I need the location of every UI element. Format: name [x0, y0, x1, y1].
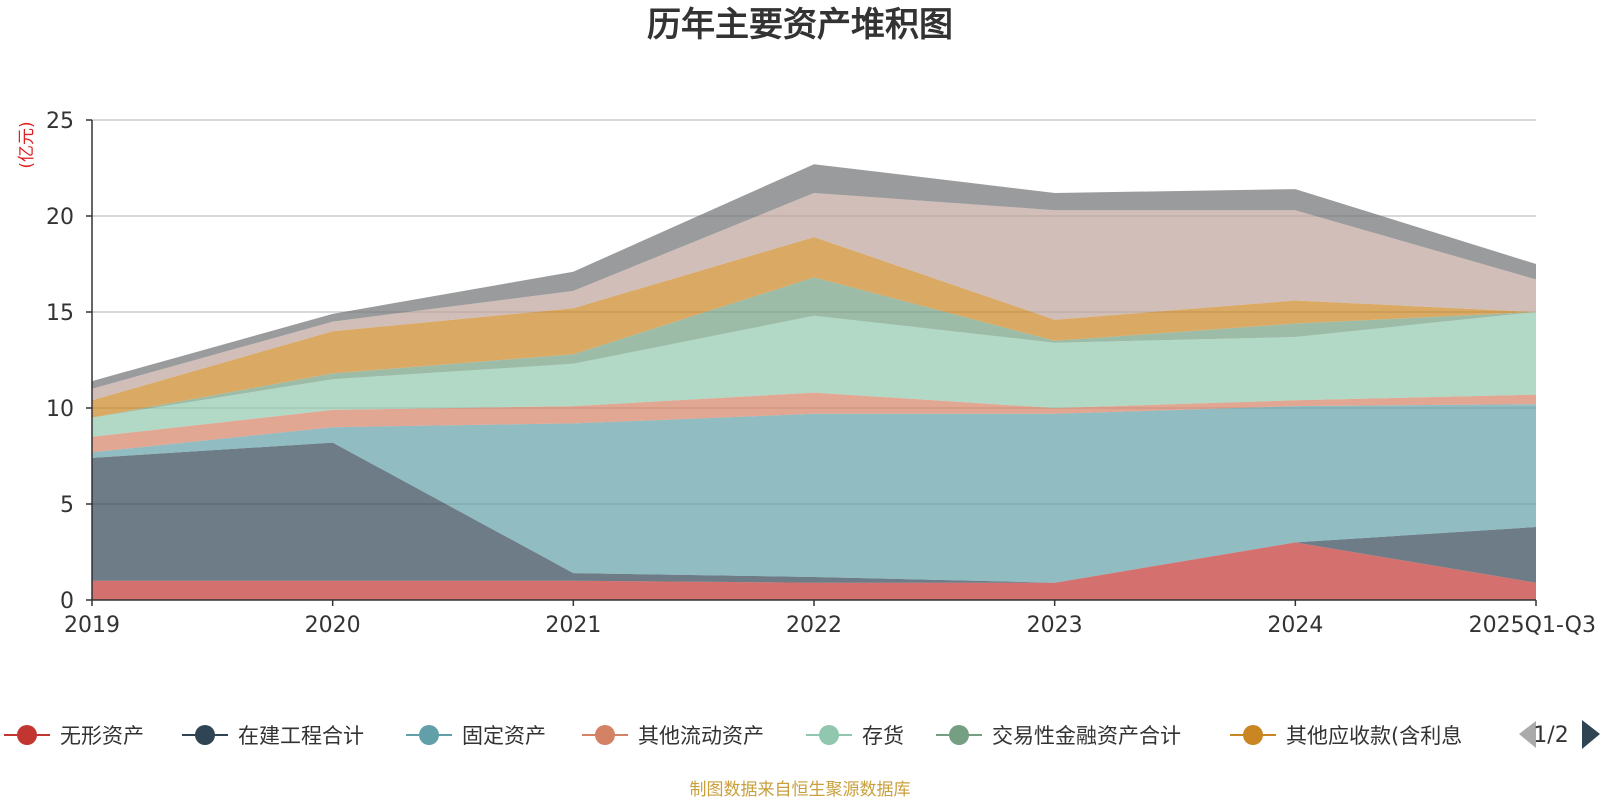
- area-series-7: [92, 237, 1536, 418]
- x-tick-label: 2025Q1-Q3: [1469, 613, 1596, 638]
- area-series-1: [92, 542, 1536, 600]
- y-tick-label: 25: [46, 109, 74, 134]
- y-tick-label: 10: [46, 397, 74, 422]
- legend-marker: [1243, 725, 1263, 745]
- legend: 无形资产 在建工程合计 固定资产 其他流动资产 存货 交易性金融资产合计 其他应收款(含利息…: [4, 720, 1600, 749]
- axes: 2019 2020 2021 2022 2023 2024 2025Q1-Q3: [64, 119, 1596, 638]
- area-series-8: [92, 193, 1536, 401]
- y-tick-label: 20: [46, 205, 74, 230]
- area-series-5: [92, 312, 1536, 437]
- area-series-4: [92, 392, 1536, 453]
- x-tick-label: 2022: [786, 613, 842, 638]
- area-series-6: [92, 277, 1536, 418]
- data-source-note: 制图数据来自恒生聚源数据库: [690, 780, 911, 800]
- legend-label: 存货: [862, 724, 904, 748]
- legend-label: 交易性金融资产合计: [992, 724, 1181, 748]
- legend-item[interactable]: 其他流动资产: [582, 724, 764, 748]
- legend-marker: [17, 725, 37, 745]
- legend-item[interactable]: 存货: [806, 724, 904, 748]
- legend-marker: [419, 725, 439, 745]
- legend-label: 固定资产: [462, 724, 546, 748]
- legend-item[interactable]: 固定资产: [406, 724, 546, 748]
- y-tick-label: 15: [46, 301, 74, 326]
- legend-marker: [195, 725, 215, 745]
- legend-item[interactable]: 在建工程合计: [182, 724, 364, 748]
- x-tick-label: 2024: [1267, 613, 1323, 638]
- legend-prev-arrow-icon[interactable]: [1519, 721, 1536, 748]
- legend-item[interactable]: 交易性金融资产合计: [936, 724, 1181, 748]
- legend-marker: [949, 725, 969, 745]
- y-tick-label: 0: [60, 589, 74, 614]
- legend-label: 无形资产: [60, 724, 144, 748]
- legend-item[interactable]: 无形资产: [4, 724, 144, 748]
- x-tick-label: 2019: [64, 613, 120, 638]
- x-tick-label: 2021: [545, 613, 601, 638]
- x-tick-label: 2020: [305, 613, 361, 638]
- legend-marker: [595, 725, 615, 745]
- legend-item[interactable]: 其他应收款(含利息: [1230, 724, 1462, 748]
- x-tick-label: 2023: [1027, 613, 1083, 638]
- legend-next-arrow-icon[interactable]: [1582, 720, 1600, 749]
- area-series-2: [92, 442, 1536, 583]
- legend-page-indicator: 1/2: [1533, 723, 1568, 748]
- legend-marker: [819, 725, 839, 745]
- legend-label: 在建工程合计: [238, 724, 364, 748]
- stacked-areas: [92, 164, 1536, 600]
- chart-title: 历年主要资产堆积图: [647, 5, 953, 45]
- y-axis-unit: (亿元): [17, 121, 37, 168]
- legend-label: 其他流动资产: [638, 724, 764, 748]
- y-tick-label: 5: [60, 493, 74, 518]
- area-series-3: [92, 404, 1536, 583]
- legend-label: 其他应收款(含利息: [1286, 724, 1462, 748]
